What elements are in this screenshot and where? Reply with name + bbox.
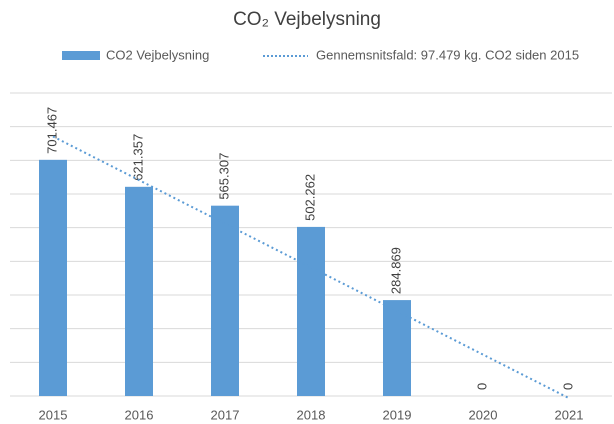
x-tick-label: 2015 xyxy=(39,407,68,422)
data-label: 0 xyxy=(474,383,489,390)
trend-line xyxy=(52,135,570,400)
legend-label: CO2 Vejbelysning xyxy=(106,47,209,62)
data-label: 0 xyxy=(560,383,575,390)
data-label: 701.467 xyxy=(44,107,59,154)
bar xyxy=(125,186,153,396)
data-label: 621.357 xyxy=(130,134,145,181)
bar xyxy=(297,226,325,396)
x-tick-label: 2017 xyxy=(211,407,240,422)
x-tick-label: 2018 xyxy=(297,407,326,422)
x-tick-label: 2016 xyxy=(125,407,154,422)
x-tick-label: 2019 xyxy=(383,407,412,422)
data-label: 565.307 xyxy=(216,153,231,200)
data-label: 502.262 xyxy=(302,174,317,221)
x-tick-label: 2020 xyxy=(469,407,498,422)
chart-title: CO₂ Vejbelysning xyxy=(233,9,381,30)
x-tick-label: 2021 xyxy=(555,407,584,422)
bar xyxy=(39,159,67,396)
data-label: 284.869 xyxy=(388,247,403,294)
bar xyxy=(383,300,411,396)
legend-label: Gennemsnitsfald: 97.479 kg. CO2 siden 20… xyxy=(316,47,579,62)
bar xyxy=(211,205,239,396)
legend-swatch xyxy=(62,51,100,60)
